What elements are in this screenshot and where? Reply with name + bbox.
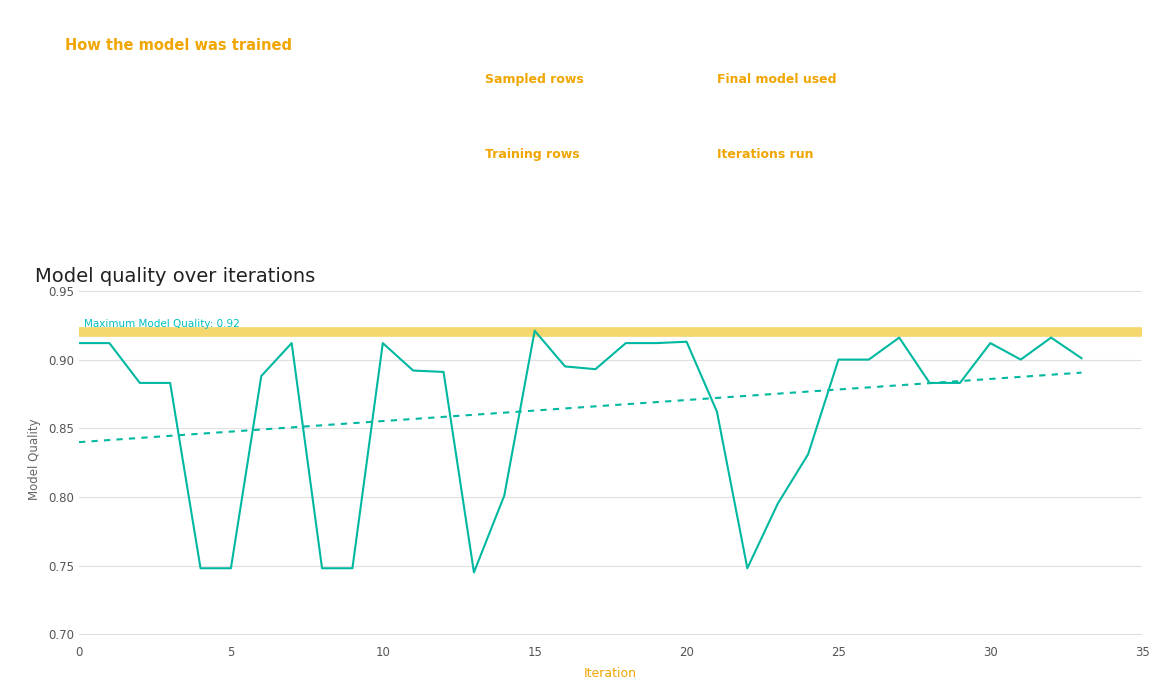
Text: 5504: 5504 — [632, 73, 664, 87]
Text: How the model was trained: How the model was trained — [65, 38, 292, 53]
Text: Pre-fitted Soft Voting Classifier: Pre-fitted Soft Voting Classifier — [898, 73, 1069, 83]
Text: Model quality over iterations: Model quality over iterations — [35, 267, 315, 286]
Text: Final model used: Final model used — [717, 73, 837, 87]
Text: Maximum Model Quality: 0.92: Maximum Model Quality: 0.92 — [85, 319, 241, 329]
Text: Power BI used the automated ML capability in Azure Machine
Learning to train you: Power BI used the automated ML capabilit… — [65, 73, 419, 159]
Text: Iterations run: Iterations run — [717, 148, 813, 161]
Y-axis label: Model Quality: Model Quality — [28, 419, 41, 500]
X-axis label: Iteration: Iteration — [584, 667, 637, 681]
Text: Sampled rows: Sampled rows — [485, 73, 583, 87]
Text: Training rows: Training rows — [485, 148, 579, 161]
Text: 3038: 3038 — [632, 148, 664, 161]
Text: 32: 32 — [898, 148, 914, 161]
